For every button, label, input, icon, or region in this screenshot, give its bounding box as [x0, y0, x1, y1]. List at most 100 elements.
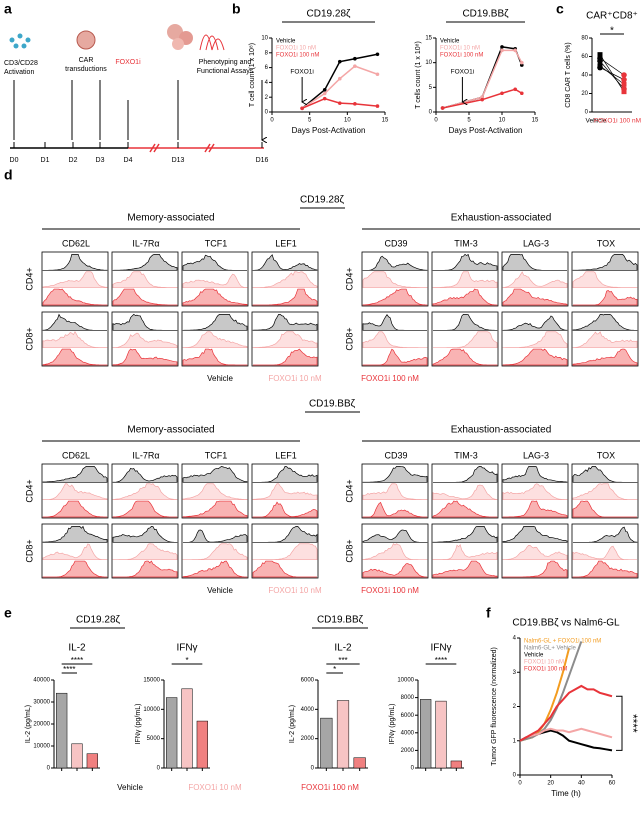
row-label: CD8+ — [24, 539, 34, 562]
significance: **** — [435, 656, 447, 665]
x-tick-label: 0 — [518, 781, 522, 787]
histogram — [502, 288, 568, 306]
histogram — [432, 544, 498, 561]
histogram — [252, 483, 318, 501]
histogram — [252, 560, 317, 578]
histogram — [42, 466, 108, 483]
y-tick-label: 30000 — [33, 700, 50, 706]
legend-label: Nalm6-GL+ Vehicle — [524, 646, 577, 652]
row-label: CD8+ — [24, 327, 34, 350]
histogram — [112, 254, 178, 271]
group-label: Exhaustion-associated — [451, 425, 552, 436]
point — [338, 101, 342, 105]
point — [480, 95, 485, 99]
point — [353, 56, 357, 61]
x-tick-label: 0 — [270, 118, 274, 124]
histogram — [502, 466, 568, 483]
annotation: CAR — [79, 57, 94, 64]
histogram — [362, 466, 428, 483]
histogram — [502, 254, 567, 271]
point — [500, 45, 504, 49]
y-tick-label: 40 — [581, 73, 588, 79]
histogram — [182, 348, 248, 366]
group-label: Memory-associated — [127, 213, 214, 224]
point — [597, 64, 603, 71]
marker-label: CD39 — [384, 450, 407, 460]
significance: * — [185, 656, 188, 665]
point — [322, 88, 327, 92]
histogram — [112, 483, 178, 501]
row-label: CD4+ — [344, 479, 354, 502]
y-tick-label: 5000 — [147, 736, 161, 742]
y-tick-label: 3 — [513, 670, 517, 676]
histogram — [362, 348, 428, 366]
pair-line — [599, 54, 625, 92]
annotation: transductions — [65, 66, 107, 73]
point — [621, 76, 627, 83]
histogram — [432, 484, 498, 501]
histogram — [572, 545, 637, 561]
histogram — [572, 466, 637, 483]
panel-label: e — [4, 605, 12, 621]
significance: *** — [338, 656, 347, 665]
histogram — [572, 560, 638, 578]
row-label: CD4+ — [24, 479, 34, 502]
histogram — [252, 543, 318, 561]
histogram — [42, 543, 108, 561]
construct-title: CD19.28ζ — [76, 615, 120, 626]
y-tick-label: 2 — [513, 704, 517, 710]
y-tick-label: 0 — [411, 766, 415, 772]
y-tick-label: 20000 — [33, 722, 50, 728]
y-tick-label: 10000 — [143, 707, 160, 713]
histogram — [573, 526, 638, 543]
histogram — [362, 271, 428, 289]
y-tick-label: 4000 — [301, 707, 315, 713]
panel-label: a — [4, 1, 12, 17]
histogram — [572, 331, 638, 349]
histogram — [502, 483, 568, 501]
annotation: Functional Assays — [197, 68, 254, 75]
legend-label: Vehicle — [117, 783, 143, 792]
y-tick-label: 4 — [265, 80, 269, 86]
histogram — [502, 271, 568, 289]
row-label: CD8+ — [344, 539, 354, 562]
histogram — [502, 348, 568, 366]
bar — [86, 753, 98, 769]
x-tick-label: 5 — [467, 118, 471, 124]
marker-label: CD39 — [384, 238, 407, 248]
bar — [71, 743, 83, 769]
histogram — [42, 331, 108, 349]
y-tick-label: 80 — [581, 36, 588, 42]
point — [500, 48, 504, 53]
y-tick-label: 60 — [581, 54, 588, 60]
histogram — [362, 314, 427, 331]
point — [513, 48, 517, 53]
histogram — [42, 348, 108, 366]
marker-label: TOX — [597, 450, 615, 460]
marker-label: TOX — [597, 238, 615, 248]
legend-label: Vehicle — [524, 653, 544, 659]
histogram — [42, 254, 108, 271]
legend-label: FOXO1i 10 nM — [268, 374, 322, 383]
histogram — [573, 290, 638, 306]
histogram — [182, 331, 248, 349]
y-tick-label: 8 — [265, 50, 269, 56]
chart-title: CAR⁺CD8⁺ — [586, 11, 638, 22]
point — [621, 72, 627, 78]
chart-title: IL-2 — [334, 643, 352, 654]
histogram — [42, 288, 108, 306]
histogram — [432, 500, 498, 518]
marker-label: TIM-3 — [454, 238, 478, 248]
day-label: D3 — [96, 157, 105, 164]
histogram — [362, 288, 428, 306]
point — [338, 76, 342, 81]
point — [375, 104, 380, 108]
panel-label: f — [486, 605, 491, 621]
x-tick-label: FOXO1i 100 nM — [594, 118, 641, 125]
chart-title: CD19.28ζ — [307, 9, 351, 20]
bar — [450, 760, 462, 769]
legend-label: FOXO1i 100 nM — [361, 374, 419, 383]
significance: * — [333, 665, 336, 674]
histogram — [572, 254, 638, 271]
group-label: Memory-associated — [127, 425, 214, 436]
